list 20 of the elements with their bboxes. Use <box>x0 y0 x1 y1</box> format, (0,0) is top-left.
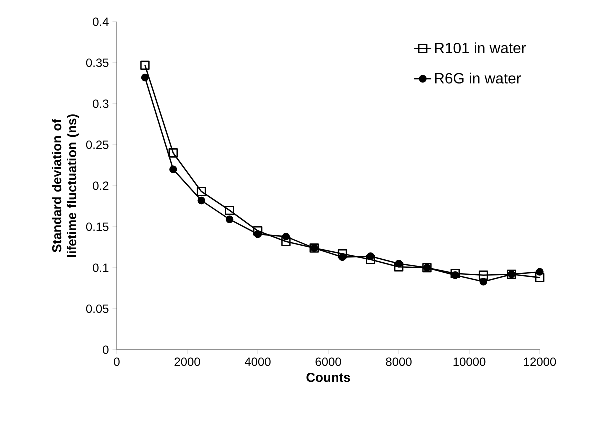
x-axis-title: Counts <box>306 373 350 382</box>
y-tick-label: 0.2 <box>93 182 109 190</box>
legend-label: R101 in water <box>435 42 526 54</box>
y-tick-label: 0.05 <box>86 304 109 314</box>
y-tick-label: 0.25 <box>86 140 109 150</box>
y-tick-label: 0.35 <box>86 58 109 68</box>
y-tick-label: 0.1 <box>93 264 109 272</box>
x-tick-label: 0 <box>114 358 120 366</box>
x-tick-label: 4000 <box>244 358 271 366</box>
y-tick-label: 0 <box>103 346 109 354</box>
legend-label: R6G in water <box>435 72 522 84</box>
x-tick-label: 8000 <box>386 358 412 366</box>
y-tick-label: 0.3 <box>93 100 109 108</box>
x-tick-label: 2000 <box>174 358 200 366</box>
x-tick-label: 6000 <box>316 358 342 366</box>
y-tick-label: 0.15 <box>86 222 109 232</box>
x-tick-label: 12000 <box>524 358 556 366</box>
y-tick-label: 0.4 <box>93 18 109 26</box>
y-axis-title: Standard deviation of lifetime fluctuation (ns) <box>52 114 80 258</box>
x-tick-label: 10000 <box>454 358 486 366</box>
